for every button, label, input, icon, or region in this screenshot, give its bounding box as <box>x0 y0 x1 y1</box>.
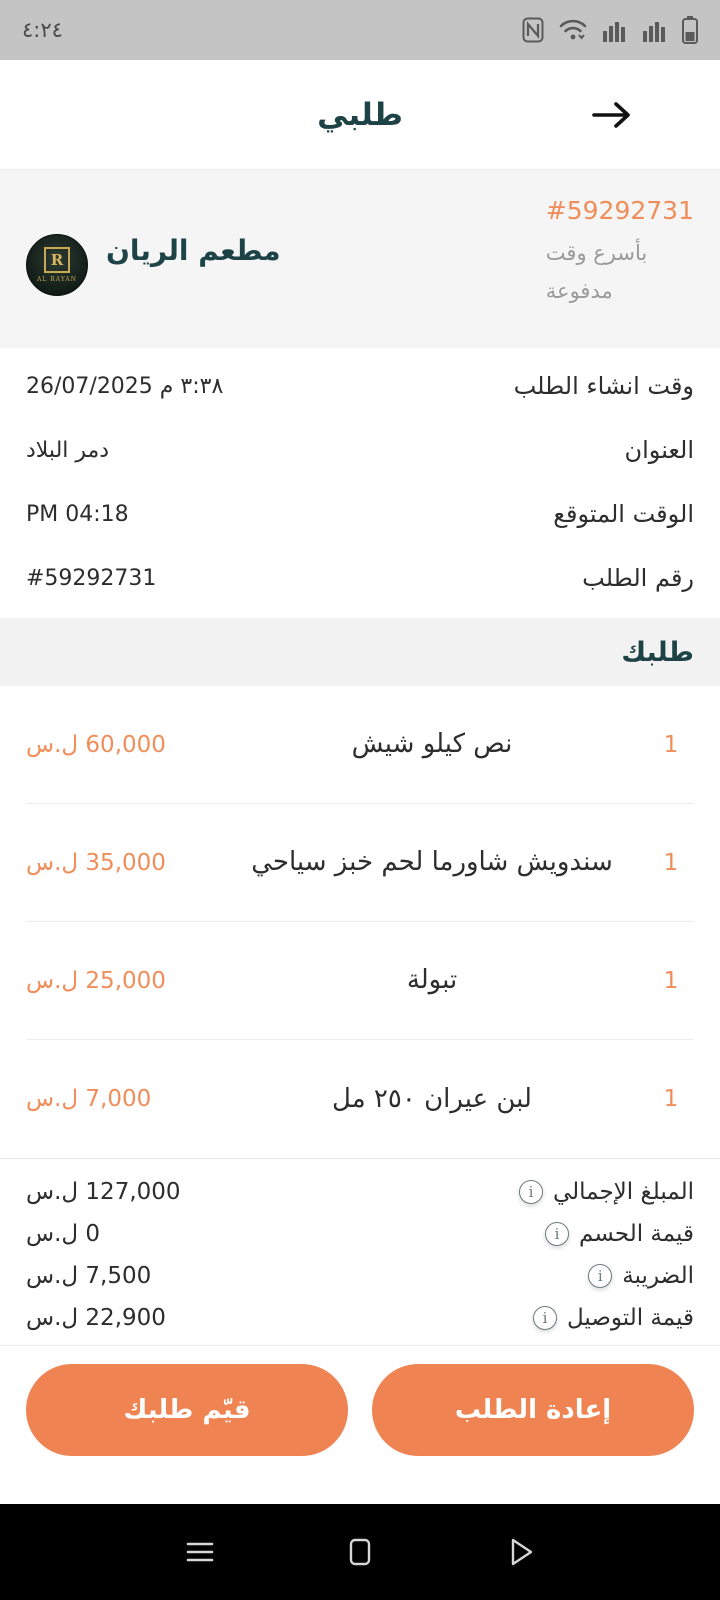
total-row-tax: الضريبة i 7,500 ل.س <box>26 1255 694 1297</box>
order-item-row: 1 تبولة 25,000 ل.س <box>26 922 694 1040</box>
item-name: سندويش شاورما لحم خبز سياحي <box>251 847 613 878</box>
total-label-wrap: قيمة الحسم i <box>545 1221 694 1247</box>
total-value: 127,000 ل.س <box>26 1179 181 1205</box>
detail-row-address: العنوان دمر البلاد <box>26 418 694 482</box>
square-icon[interactable] <box>338 1530 382 1574</box>
order-code: #59292731 <box>545 196 694 225</box>
battery-icon <box>682 16 698 44</box>
info-icon[interactable]: i <box>588 1264 613 1288</box>
logo-letter: R <box>44 247 70 273</box>
reorder-button[interactable]: إعادة الطلب <box>372 1364 694 1456</box>
total-label-wrap: الضريبة i <box>588 1263 694 1289</box>
info-icon[interactable]: i <box>533 1306 558 1330</box>
order-item-row: 1 نص كيلو شيش 60,000 ل.س <box>26 686 694 804</box>
section-title: طلبك <box>621 636 694 668</box>
total-value: 0 ل.س <box>26 1221 101 1247</box>
detail-value: PM 04:18 <box>26 501 129 527</box>
item-quantity: 1 <box>663 967 679 994</box>
payment-status-label: مدفوعة <box>545 279 613 303</box>
status-bar-clock: ٤:٢٤ <box>22 18 63 42</box>
item-quantity: 1 <box>663 1086 679 1112</box>
wifi-icon <box>558 18 588 42</box>
detail-value: 26/07/2025 ٣:٣٨ م <box>26 373 224 399</box>
order-items-section-header: طلبك <box>0 618 720 686</box>
status-bar: ٤:٢٤ <box>0 0 720 60</box>
item-price: 25,000 ل.س <box>26 967 166 994</box>
detail-value: دمر البلاد <box>26 437 110 463</box>
detail-label: وقت انشاء الطلب <box>513 372 694 400</box>
item-quantity: 1 <box>663 731 679 758</box>
total-row-subtotal: المبلغ الإجمالي i 127,000 ل.س <box>26 1171 694 1213</box>
restaurant-logo-icon: R AL RAYAN <box>26 234 88 296</box>
detail-row-order-number: رقم الطلب #59292731 <box>26 546 694 610</box>
total-value: 7,500 ل.س <box>26 1263 152 1289</box>
signal-bars-icon <box>642 18 668 42</box>
logo-text: AL RAYAN <box>37 276 77 283</box>
order-totals: المبلغ الإجمالي i 127,000 ل.س قيمة الحسم… <box>0 1158 720 1345</box>
item-name: لبن عيران ٢٥٠ مل <box>332 1083 532 1114</box>
order-item-row: 1 لبن عيران ٢٥٠ مل 7,000 ل.س <box>26 1040 694 1158</box>
item-name: تبولة <box>406 965 458 996</box>
arrow-right-icon[interactable] <box>580 83 644 147</box>
item-quantity: 1 <box>663 849 679 876</box>
total-label: قيمة التوصيل <box>567 1305 694 1331</box>
total-row-discount: قيمة الحسم i 0 ل.س <box>26 1213 694 1255</box>
total-label: قيمة الحسم <box>579 1221 694 1247</box>
nfc-icon <box>522 17 544 43</box>
detail-row-expected-time: الوقت المتوقع PM 04:18 <box>26 482 694 546</box>
info-icon[interactable]: i <box>545 1222 570 1246</box>
restaurant-name: مطعم الريان <box>106 234 281 267</box>
action-buttons: إعادة الطلب قيّم طلبك <box>0 1345 720 1504</box>
total-label-wrap: المبلغ الإجمالي i <box>518 1179 694 1205</box>
menu-icon[interactable] <box>178 1530 222 1574</box>
order-item-row: 1 سندويش شاورما لحم خبز سياحي 35,000 ل.س <box>26 804 694 922</box>
detail-label: رقم الطلب <box>582 564 694 592</box>
total-row-delivery: قيمة التوصيل i 22,900 ل.س <box>26 1297 694 1339</box>
total-label: الضريبة <box>622 1263 694 1289</box>
order-meta: #59292731 بأسرع وقت مدفوعة <box>546 196 694 317</box>
android-nav-bar <box>0 1504 720 1600</box>
status-bar-icons <box>522 16 698 44</box>
order-items-list: 1 نص كيلو شيش 60,000 ل.س 1 سندويش شاورما… <box>0 686 720 1158</box>
detail-value: #59292731 <box>26 565 157 591</box>
delivery-speed-label: بأسرع وقت <box>545 241 648 265</box>
triangle-right-icon[interactable] <box>498 1530 542 1574</box>
item-price: 35,000 ل.س <box>26 849 166 876</box>
order-detail-list: وقت انشاء الطلب 26/07/2025 ٣:٣٨ م العنوا… <box>0 348 720 618</box>
item-name: نص كيلو شيش <box>351 729 513 760</box>
page-title: طلبي <box>317 96 403 133</box>
item-price: 60,000 ل.س <box>26 731 166 758</box>
restaurant-summary: #59292731 بأسرع وقت مدفوعة مطعم الريان R… <box>0 170 720 348</box>
signal-bars-2-icon <box>602 18 628 42</box>
detail-row-created-at: وقت انشاء الطلب 26/07/2025 ٣:٣٨ م <box>26 354 694 418</box>
rate-order-button[interactable]: قيّم طلبك <box>26 1364 348 1456</box>
restaurant-identity[interactable]: مطعم الريان R AL RAYAN <box>26 196 281 296</box>
app-bar: طلبي <box>0 60 720 170</box>
total-value: 22,900 ل.س <box>26 1305 166 1331</box>
total-label-wrap: قيمة التوصيل i <box>533 1305 694 1331</box>
detail-label: الوقت المتوقع <box>553 500 694 528</box>
info-icon[interactable]: i <box>518 1180 543 1204</box>
item-price: 7,000 ل.س <box>26 1086 152 1112</box>
detail-label: العنوان <box>624 436 695 464</box>
total-label: المبلغ الإجمالي <box>552 1179 694 1205</box>
